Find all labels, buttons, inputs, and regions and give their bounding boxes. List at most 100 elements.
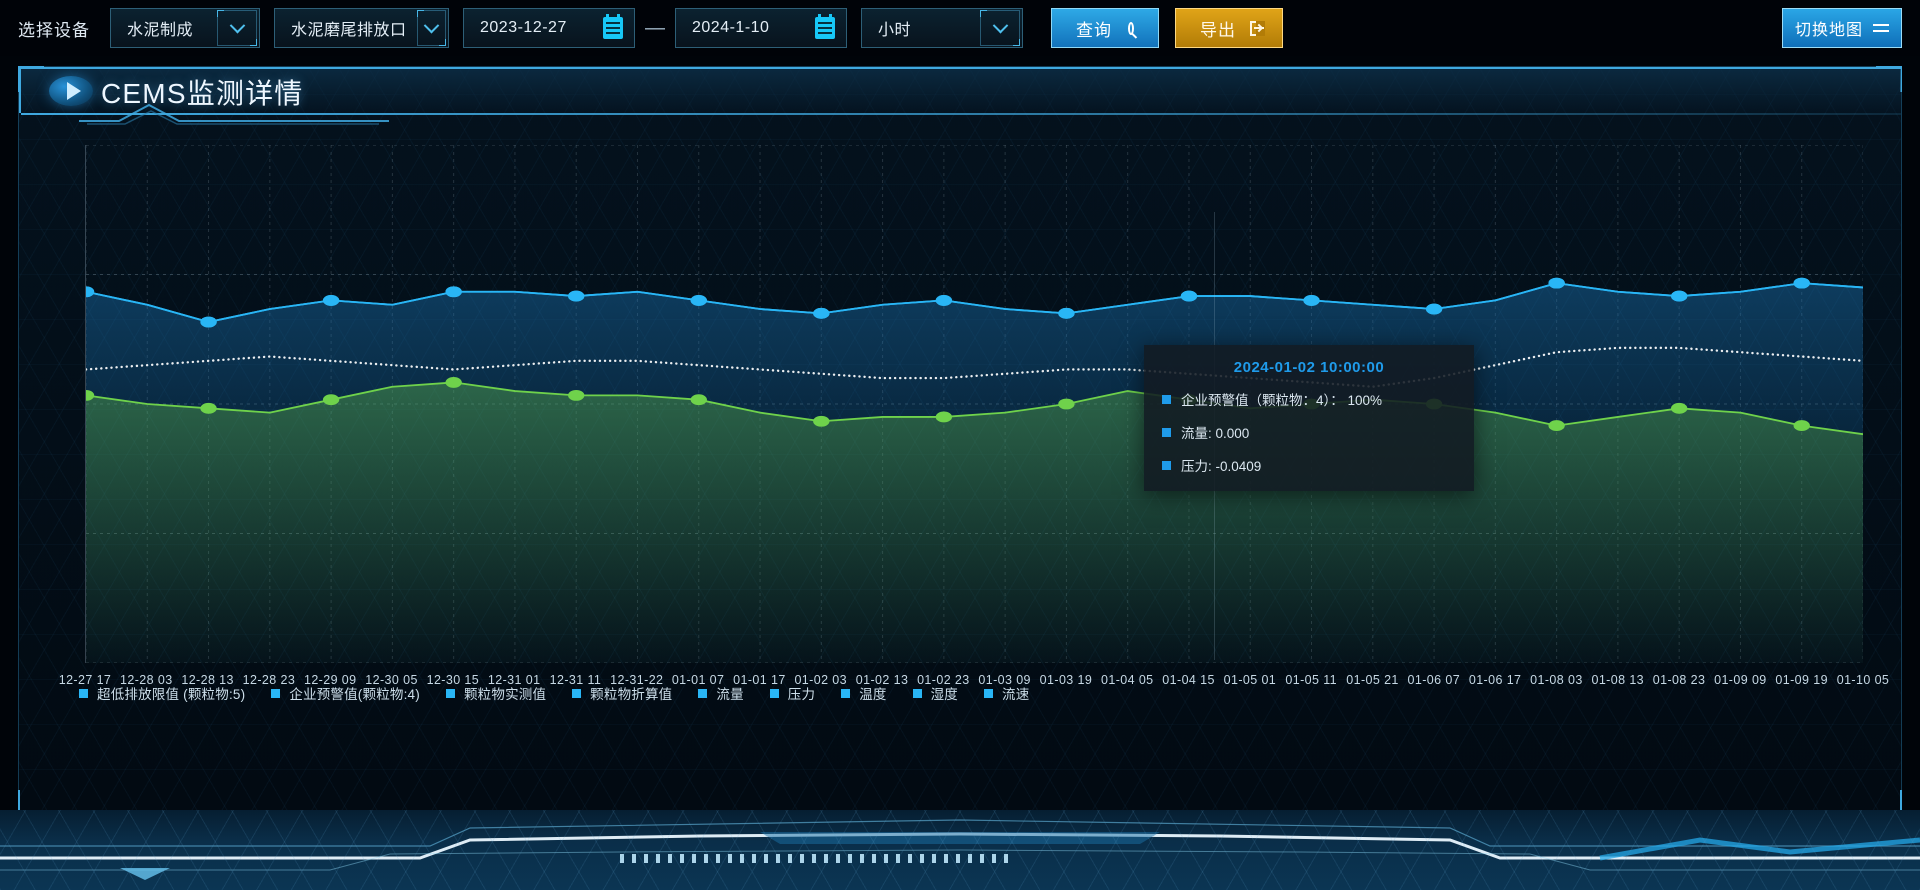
tooltip-swatch	[1162, 460, 1171, 470]
chart-data-point[interactable]	[813, 307, 830, 319]
legend-item[interactable]: 流速	[984, 683, 1029, 703]
legend-item[interactable]: 温度	[841, 683, 886, 703]
x-axis-tick-label: 01-09 19	[1775, 673, 1828, 687]
chart-data-point[interactable]	[200, 316, 217, 328]
query-button[interactable]: 查询	[1051, 8, 1159, 48]
x-axis-tick-label: 12-30 05	[365, 673, 418, 687]
legend-label: 企业预警值(颗粒物:4)	[289, 687, 420, 702]
chart-series-line	[86, 382, 1863, 434]
legend-swatch	[271, 688, 281, 698]
x-axis-tick-label: 01-06 17	[1468, 673, 1522, 687]
x-axis-tick-label: 01-05 21	[1346, 673, 1399, 687]
switch-map-label: 切换地图	[1794, 22, 1863, 39]
chart-data-point[interactable]	[445, 286, 462, 298]
chart-data-point[interactable]	[690, 394, 707, 406]
legend-swatch	[841, 688, 851, 698]
search-icon	[1128, 21, 1134, 35]
chart-data-point[interactable]	[1793, 420, 1810, 431]
legend-item[interactable]: 湿度	[912, 683, 958, 703]
x-axis-tick-label: 01-10 05	[1836, 673, 1890, 687]
legend-item[interactable]: 颗粒物实测值	[445, 683, 546, 703]
chart-data-point[interactable]	[1425, 303, 1443, 315]
chart-data-point[interactable]	[1058, 307, 1075, 319]
chart-data-point[interactable]	[322, 394, 340, 406]
calendar-icon[interactable]	[598, 13, 628, 43]
page-title: CEMS监测详情	[101, 78, 304, 109]
x-axis-tick-label: 12-30 15	[426, 673, 480, 687]
device-select-label: 选择设备	[18, 20, 90, 40]
chart-data-point[interactable]	[445, 377, 462, 388]
chart-series-line	[86, 348, 1863, 387]
chart-data-point[interactable]	[1548, 420, 1565, 431]
x-axis-tick-label: 12-31 01	[487, 673, 541, 687]
chart-data-point[interactable]	[200, 402, 217, 414]
chart-data-point[interactable]	[1670, 402, 1688, 414]
chart-series-line	[86, 283, 1863, 322]
x-axis-tick-label: 12-28 03	[120, 673, 173, 687]
cems-detail-panel: CEMS监测详情	[18, 66, 1902, 816]
legend-item[interactable]: 流量	[698, 683, 744, 703]
outlet-select[interactable]: 水泥磨尾排放口	[274, 8, 449, 48]
chevron-down-icon[interactable]	[416, 10, 447, 46]
legend-item[interactable]: 压力	[769, 683, 815, 703]
chart-data-point[interactable]	[935, 294, 953, 306]
x-axis-tick-label: 12-28 23	[242, 673, 296, 687]
legend-swatch	[572, 688, 582, 698]
x-axis-tick-label: 01-04 15	[1162, 673, 1215, 687]
chart-data-point[interactable]	[86, 389, 95, 401]
chart-data-point[interactable]	[1058, 398, 1075, 410]
chart-data-point[interactable]	[1793, 277, 1810, 289]
export-button-label: 导出	[1200, 20, 1236, 40]
x-axis-tick-label: 01-01 17	[733, 673, 786, 687]
query-button-label: 查询	[1076, 20, 1112, 40]
chart-data-point[interactable]	[568, 290, 585, 302]
export-button[interactable]: 导出	[1175, 8, 1283, 48]
tooltip-row-text: 压力: -0.0409	[1181, 459, 1262, 474]
panel-titlebar: CEMS监测详情	[19, 67, 1901, 125]
start-date-value: 2023-12-27	[480, 19, 567, 36]
chart-data-point[interactable]	[690, 294, 707, 306]
device-select[interactable]: 水泥制成	[110, 8, 260, 48]
legend-swatch	[79, 688, 88, 698]
export-icon	[1250, 20, 1265, 36]
calendar-icon[interactable]	[810, 13, 840, 43]
legend-item[interactable]: 超低排放限值 (颗粒物:5)	[79, 683, 245, 703]
chevron-down-icon[interactable]	[980, 10, 1020, 46]
chart-data-point[interactable]	[1670, 290, 1688, 302]
swap-arrows-icon	[1873, 22, 1889, 34]
tooltip-title: 2024-01-02 10:00:00	[1233, 359, 1385, 376]
legend-item[interactable]: 企业预警值(颗粒物:4)	[271, 683, 420, 703]
start-date-input[interactable]: 2023-12-27	[463, 8, 635, 48]
footer-hud-graphic	[0, 819, 1920, 880]
chevron-down-icon[interactable]	[217, 10, 257, 46]
tooltip-row: 企业预警值（颗粒物：4）： 100%	[1144, 389, 1474, 409]
device-select-value: 水泥制成	[127, 22, 194, 39]
chart-data-point[interactable]	[813, 415, 830, 427]
x-axis-tick-label: 12-31-22	[610, 673, 664, 687]
tooltip-row-text: 企业预警值（颗粒物：4）： 100%	[1181, 393, 1383, 408]
end-date-input[interactable]: 2024-1-10	[675, 8, 847, 48]
chart-data-point[interactable]	[1180, 290, 1198, 302]
legend-label: 超低排放限值 (颗粒物:5)	[97, 687, 246, 702]
x-axis-tick-label: 01-04 05	[1100, 673, 1154, 687]
x-axis-tick-label: 01-03 09	[978, 673, 1031, 687]
tooltip-swatch	[1162, 394, 1171, 404]
chart-data-point[interactable]	[1303, 294, 1320, 306]
tooltip-swatch	[1162, 427, 1171, 437]
end-date-value: 2024-1-10	[692, 19, 770, 36]
chart-data-point[interactable]	[322, 294, 340, 306]
interval-select[interactable]: 小时	[861, 8, 1023, 48]
x-axis-tick-label: 01-03 19	[1039, 673, 1093, 687]
chart-data-point[interactable]	[935, 411, 953, 423]
tooltip-row: 压力: -0.0409	[1144, 455, 1474, 475]
x-axis-tick-label: 01-02 03	[794, 673, 847, 687]
legend-swatch	[984, 688, 993, 698]
legend-swatch	[445, 688, 455, 698]
x-axis-tick-label: 01-05 01	[1223, 673, 1277, 687]
chart-data-point[interactable]	[568, 389, 585, 401]
legend-item[interactable]: 颗粒物折算值	[572, 683, 672, 703]
chart-data-point[interactable]	[1548, 277, 1565, 289]
chart-data-point[interactable]	[86, 286, 95, 298]
switch-map-button[interactable]: 切换地图	[1782, 8, 1902, 48]
